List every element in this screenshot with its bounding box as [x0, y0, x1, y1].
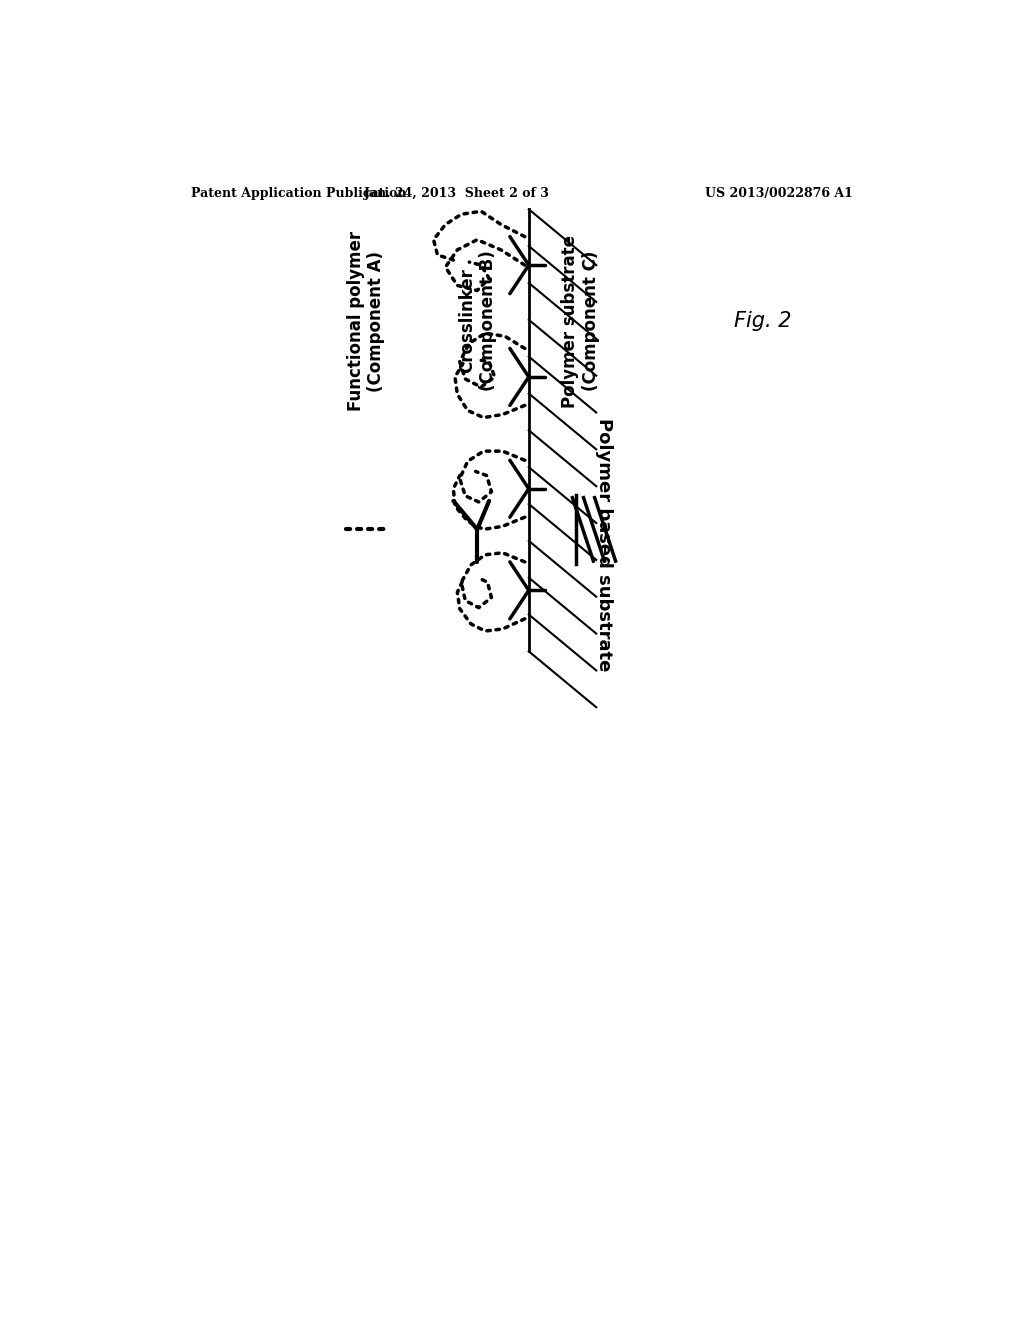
Text: Jan. 24, 2013  Sheet 2 of 3: Jan. 24, 2013 Sheet 2 of 3 [365, 187, 550, 201]
Text: Polymer based substrate: Polymer based substrate [595, 418, 613, 672]
Text: Patent Application Publication: Patent Application Publication [191, 187, 407, 201]
Text: US 2013/0022876 A1: US 2013/0022876 A1 [705, 187, 853, 201]
Text: Polymer substrate
(Component C): Polymer substrate (Component C) [561, 235, 600, 408]
Text: Fig. 2: Fig. 2 [734, 312, 792, 331]
Text: Crosslinker
(Component B): Crosslinker (Component B) [458, 251, 497, 392]
Text: Functional polymer
(Component A): Functional polymer (Component A) [347, 231, 385, 411]
